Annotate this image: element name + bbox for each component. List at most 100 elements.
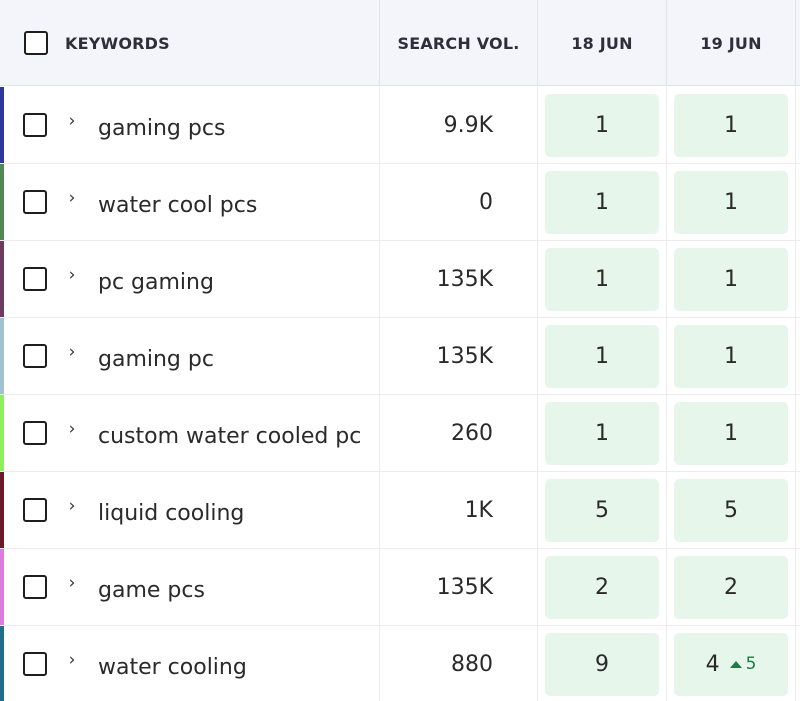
position-value: 2 — [595, 574, 609, 600]
row-overflow — [796, 626, 800, 701]
date-column-header-19-jun[interactable]: 19 JUN — [667, 0, 796, 86]
search-volume-cell: 260 — [380, 395, 538, 471]
keyword-text[interactable]: gaming pc — [98, 346, 214, 372]
keyword-cell: › custom water cooled pc — [0, 395, 380, 471]
select-all-checkbox[interactable] — [24, 31, 48, 55]
position-badge[interactable]: 2 — [545, 555, 659, 619]
position-cell-19-jun: 1 — [667, 87, 796, 163]
table-row[interactable]: › liquid cooling 1K 5 5 — [0, 472, 800, 549]
keyword-text[interactable]: game pcs — [98, 577, 205, 603]
position-badge[interactable]: 1 — [545, 247, 659, 311]
keyword-text[interactable]: water cooling — [98, 654, 247, 680]
chevron-right-icon[interactable]: › — [68, 265, 76, 285]
date-column-header-18-jun[interactable]: 18 JUN — [538, 0, 667, 86]
position-badge[interactable]: 9 — [545, 632, 659, 696]
chevron-right-icon[interactable]: › — [68, 111, 76, 131]
row-overflow — [796, 549, 800, 625]
row-color-stripe — [0, 549, 4, 625]
search-volume-cell: 135K — [380, 318, 538, 394]
row-overflow — [796, 395, 800, 471]
position-cell-18-jun: 2 — [538, 549, 667, 625]
position-badge[interactable]: 1 — [674, 401, 788, 465]
row-overflow — [796, 241, 800, 317]
chevron-right-icon[interactable]: › — [68, 650, 76, 670]
keyword-cell: › water cooling — [0, 626, 380, 701]
keyword-text[interactable]: pc gaming — [98, 269, 214, 295]
date2-header-label: 19 JUN — [700, 33, 762, 53]
position-change: 5 — [729, 654, 756, 674]
position-badge[interactable]: 1 — [545, 324, 659, 388]
position-cell-19-jun: 1 — [667, 395, 796, 471]
triangle-up-icon — [729, 660, 742, 668]
table-row[interactable]: › game pcs 135K 2 2 — [0, 549, 800, 626]
position-cell-19-jun: 1 — [667, 318, 796, 394]
search-volume-cell: 0 — [380, 164, 538, 240]
table-header: KEYWORDS SEARCH VOL. 18 JUN 19 JUN — [0, 0, 800, 86]
table-row[interactable]: › water cool pcs 0 1 1 — [0, 164, 800, 241]
keyword-text[interactable]: liquid cooling — [98, 500, 245, 526]
row-color-stripe — [0, 241, 4, 317]
search-volume-cell: 9.9K — [380, 87, 538, 163]
position-cell-18-jun: 9 — [538, 626, 667, 701]
position-badge[interactable]: 5 — [545, 478, 659, 542]
table-row[interactable]: › gaming pcs 9.9K 1 1 — [0, 87, 800, 164]
position-value: 1 — [724, 343, 738, 369]
position-badge[interactable]: 2 — [674, 555, 788, 619]
chevron-right-icon[interactable]: › — [68, 419, 76, 439]
row-select-checkbox[interactable] — [23, 421, 47, 445]
row-select-checkbox[interactable] — [23, 344, 47, 368]
keyword-text[interactable]: gaming pcs — [98, 115, 226, 141]
row-overflow — [796, 472, 800, 548]
search-volume-cell: 135K — [380, 549, 538, 625]
chevron-right-icon[interactable]: › — [68, 496, 76, 516]
position-cell-19-jun: 1 — [667, 241, 796, 317]
position-value: 1 — [595, 343, 609, 369]
position-cell-19-jun: 1 — [667, 164, 796, 240]
position-cell-18-jun: 1 — [538, 87, 667, 163]
position-cell-18-jun: 1 — [538, 318, 667, 394]
position-cell-18-jun: 1 — [538, 164, 667, 240]
position-cell-19-jun: 5 — [667, 472, 796, 548]
keyword-cell: › pc gaming — [0, 241, 380, 317]
row-overflow — [796, 87, 800, 163]
row-select-checkbox[interactable] — [23, 190, 47, 214]
position-cell-18-jun: 5 — [538, 472, 667, 548]
table-row[interactable]: › pc gaming 135K 1 1 — [0, 241, 800, 318]
row-overflow — [796, 164, 800, 240]
row-select-checkbox[interactable] — [23, 267, 47, 291]
row-overflow — [796, 318, 800, 394]
table-row[interactable]: › water cooling 880 9 4 5 — [0, 626, 800, 701]
position-badge[interactable]: 1 — [674, 324, 788, 388]
position-value: 1 — [595, 266, 609, 292]
keyword-text[interactable]: water cool pcs — [98, 192, 258, 218]
chevron-right-icon[interactable]: › — [68, 342, 76, 362]
position-value: 5 — [595, 497, 609, 523]
chevron-right-icon[interactable]: › — [68, 188, 76, 208]
keyword-cell: › liquid cooling — [0, 472, 380, 548]
position-badge[interactable]: 1 — [545, 170, 659, 234]
position-badge[interactable]: 1 — [674, 170, 788, 234]
keywords-column-header[interactable]: KEYWORDS — [0, 0, 380, 86]
row-color-stripe — [0, 87, 4, 163]
keyword-text[interactable]: custom water cooled pc — [98, 423, 362, 449]
header-overflow — [796, 0, 800, 86]
position-badge[interactable]: 1 — [674, 93, 788, 157]
position-badge[interactable]: 1 — [674, 247, 788, 311]
keyword-cell: › gaming pc — [0, 318, 380, 394]
row-select-checkbox[interactable] — [23, 652, 47, 676]
row-color-stripe — [0, 472, 4, 548]
row-select-checkbox[interactable] — [23, 498, 47, 522]
position-badge[interactable]: 1 — [545, 93, 659, 157]
search-volume-column-header[interactable]: SEARCH VOL. — [380, 0, 538, 86]
position-badge[interactable]: 5 — [674, 478, 788, 542]
table-row[interactable]: › gaming pc 135K 1 1 — [0, 318, 800, 395]
row-select-checkbox[interactable] — [23, 113, 47, 137]
position-value: 1 — [595, 112, 609, 138]
table-row[interactable]: › custom water cooled pc 260 1 1 — [0, 395, 800, 472]
row-select-checkbox[interactable] — [23, 575, 47, 599]
chevron-right-icon[interactable]: › — [68, 573, 76, 593]
position-cell-19-jun: 2 — [667, 549, 796, 625]
position-badge[interactable]: 1 — [545, 401, 659, 465]
